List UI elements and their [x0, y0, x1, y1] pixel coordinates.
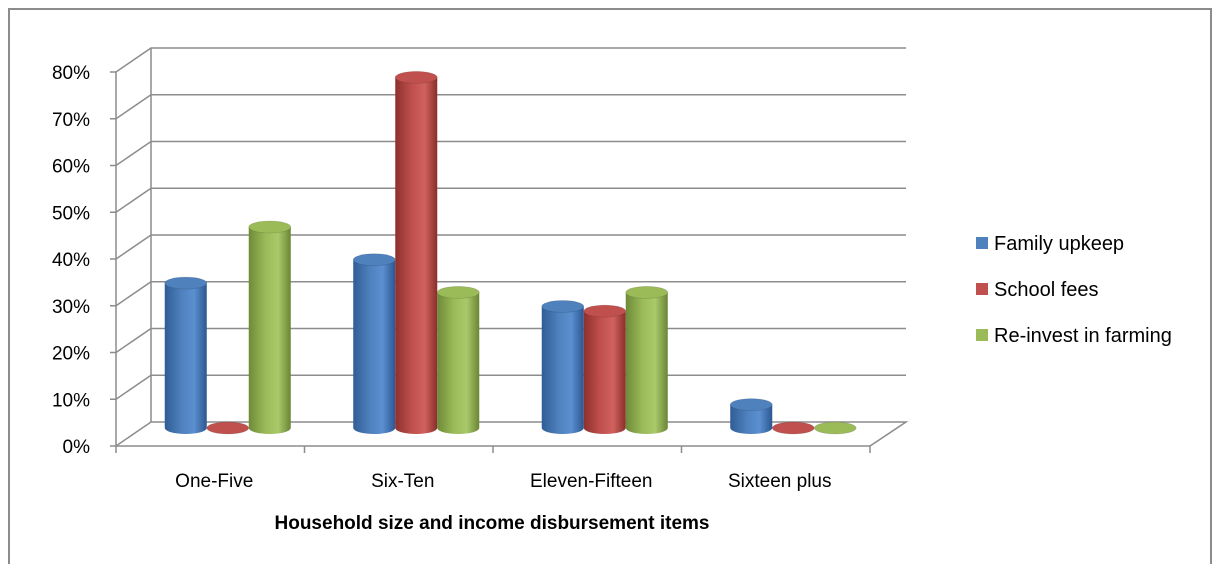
bar	[436, 286, 480, 434]
y-tick-label: 10%	[52, 390, 90, 411]
gridline	[115, 47, 906, 73]
legend-swatch	[976, 237, 988, 249]
gridline	[115, 374, 906, 400]
y-tick-label: 0%	[63, 437, 91, 458]
legend-label: Re-invest in farming	[994, 325, 1172, 347]
gridline	[115, 94, 906, 120]
bar-top	[583, 304, 627, 318]
bar	[729, 398, 773, 434]
y-tick-label: 30%	[52, 297, 90, 318]
bar	[206, 421, 250, 435]
gridline	[115, 281, 906, 307]
legend: Family upkeep School fees Re-invest in far…	[976, 233, 1172, 347]
x-category-label: Sixteen plus	[728, 471, 832, 492]
bar-top	[771, 421, 815, 435]
y-tick-label: 50%	[52, 203, 90, 224]
y-tick-label: 70%	[52, 110, 90, 131]
bar-body	[541, 306, 584, 434]
y-tick-label: 20%	[52, 344, 90, 365]
legend-label: School fees	[994, 279, 1099, 301]
bar	[813, 421, 857, 435]
y-tick-label: 40%	[52, 250, 90, 271]
axis-labels: 0% 10% 20% 30% 40% 50% 60% 70% 80% One-Five Six-Te…	[52, 63, 832, 492]
bar	[541, 300, 585, 434]
bar	[352, 253, 396, 434]
y-tick-label: 80%	[52, 63, 90, 84]
bar-body	[437, 292, 480, 434]
gridline	[115, 327, 906, 354]
bar	[583, 304, 627, 434]
bar-body	[395, 77, 438, 434]
bars	[164, 70, 857, 435]
bar-body	[583, 311, 626, 434]
bar	[771, 421, 815, 435]
gridline	[115, 187, 906, 213]
bar	[394, 70, 438, 434]
legend-swatch	[976, 329, 988, 341]
axes	[110, 48, 871, 453]
bar	[625, 286, 669, 434]
bar-body	[248, 226, 291, 434]
bar-top	[436, 286, 480, 299]
bar-body	[353, 259, 396, 434]
floor-gridline	[115, 421, 909, 447]
bar-body	[625, 292, 668, 434]
x-axis-title: Household size and income disbursement i…	[275, 513, 710, 534]
bar-top	[206, 421, 250, 435]
legend-swatch	[976, 283, 988, 295]
gridlines	[115, 47, 909, 447]
gridline	[115, 234, 906, 260]
bar-body	[164, 283, 207, 434]
y-tick-label: 60%	[52, 157, 90, 178]
bar-top	[394, 70, 438, 84]
x-category-label: Eleven-Fifteen	[530, 471, 653, 492]
bar-top	[729, 398, 773, 412]
gridline	[115, 140, 906, 167]
bar-top	[352, 253, 396, 267]
bar-top	[813, 421, 857, 435]
bar	[164, 276, 208, 434]
legend-label: Family upkeep	[994, 233, 1124, 255]
x-category-label: Six-Ten	[371, 471, 434, 492]
bar-top	[164, 276, 208, 290]
x-category-label: One-Five	[175, 471, 253, 492]
bar-top	[541, 300, 585, 313]
bar	[248, 220, 292, 434]
bar-top	[625, 286, 669, 299]
bar-top	[248, 220, 292, 234]
bar-body	[730, 404, 773, 434]
chart-frame	[8, 8, 1212, 564]
